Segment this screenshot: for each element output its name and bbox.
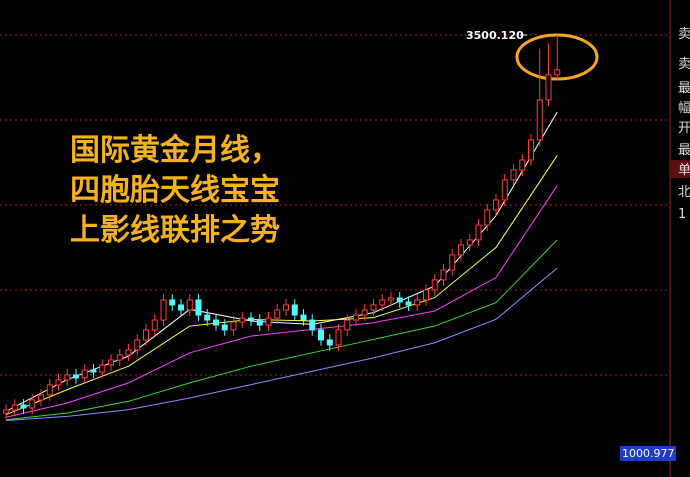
candle-body: [326, 339, 333, 346]
candle-body: [274, 309, 281, 319]
candle-body: [20, 404, 27, 409]
candle-body: [361, 309, 368, 316]
side-panel-label: 1: [678, 207, 686, 222]
candle-body: [318, 329, 324, 341]
candle-body: [195, 299, 202, 316]
candle-body: [300, 314, 307, 321]
candle-body: [554, 69, 561, 76]
side-panel-label: 北: [678, 185, 690, 200]
max-marker-label: 3500.120: [466, 29, 524, 42]
candle-body: [29, 399, 36, 409]
candle-body: [178, 304, 184, 311]
side-panel-label: 单: [678, 163, 690, 178]
candle-body: [81, 369, 88, 379]
candle-body: [510, 169, 517, 181]
candle-body: [64, 374, 71, 381]
candle-body: [160, 299, 167, 321]
candle-body: [99, 364, 106, 373]
candle-body: [440, 269, 447, 281]
candle-body: [335, 329, 342, 346]
candle-body: [475, 224, 482, 241]
y-tick-box: [620, 446, 676, 461]
candle-body: [3, 409, 9, 414]
candle-body: [55, 379, 62, 386]
moving-average: [5, 185, 558, 418]
candle-body: [11, 404, 18, 411]
annotation: 国际黄金月线，: [70, 133, 280, 168]
side-panel-label: 最: [678, 143, 690, 158]
moving-average: [5, 267, 558, 422]
annotation: 四胞胎天线宝宝: [70, 173, 280, 208]
candle-body: [134, 339, 141, 351]
side-panel-label: 开: [678, 121, 690, 136]
candle-body: [204, 314, 211, 321]
candle-body: [265, 317, 272, 326]
candle-body: [90, 369, 97, 373]
panel-highlight: [670, 160, 690, 178]
candle-body: [38, 394, 44, 401]
candle-body: [73, 374, 79, 379]
candle-body: [283, 304, 289, 311]
candle-body: [545, 74, 552, 101]
moving-average: [5, 239, 558, 421]
candle-body: [125, 349, 132, 356]
candle-body: [46, 384, 53, 396]
candle-body: [143, 329, 149, 341]
candle-body: [108, 359, 114, 366]
annotation: 上影线联排之势: [70, 213, 280, 248]
candle-body: [309, 319, 316, 331]
candle-body: [379, 299, 386, 306]
candle-body: [186, 299, 193, 311]
candle-body: [239, 317, 246, 323]
y-tick-label: 1000.977: [622, 447, 675, 460]
background-grid: [0, 34, 670, 376]
candle-body: [291, 304, 298, 316]
moving-average: [5, 155, 558, 416]
candle-body: [248, 317, 254, 321]
candle-body: [116, 354, 123, 361]
candle-body: [536, 99, 543, 141]
candle-body: [414, 299, 421, 306]
candle-body: [344, 319, 351, 331]
candle-body: [221, 324, 228, 331]
candle-body: [370, 304, 377, 311]
candle-body: [519, 159, 526, 171]
candle-body: [405, 301, 412, 306]
candle-body: [388, 297, 394, 301]
candle-body: [213, 319, 219, 326]
candle-body: [458, 244, 464, 256]
side-panel-label: 最: [678, 81, 690, 96]
candle-body: [528, 139, 534, 161]
side-panel-label: 卖: [678, 27, 690, 42]
candle-body: [484, 209, 491, 226]
candle-body: [353, 314, 359, 321]
candle-body: [493, 199, 499, 211]
candle-body: [449, 254, 456, 271]
side-panel-label: 幅: [678, 101, 690, 116]
candle-body: [466, 239, 473, 246]
candle-body: [230, 321, 237, 331]
moving-average: [5, 111, 558, 412]
candle-body: [396, 297, 403, 303]
candle-body: [431, 279, 438, 291]
candle-body: [423, 289, 429, 301]
side-panel-label: 卖: [678, 57, 690, 72]
candle-body: [151, 319, 158, 331]
candle-body: [256, 319, 263, 326]
candle-body: [169, 299, 176, 306]
candle-body: [501, 179, 508, 201]
